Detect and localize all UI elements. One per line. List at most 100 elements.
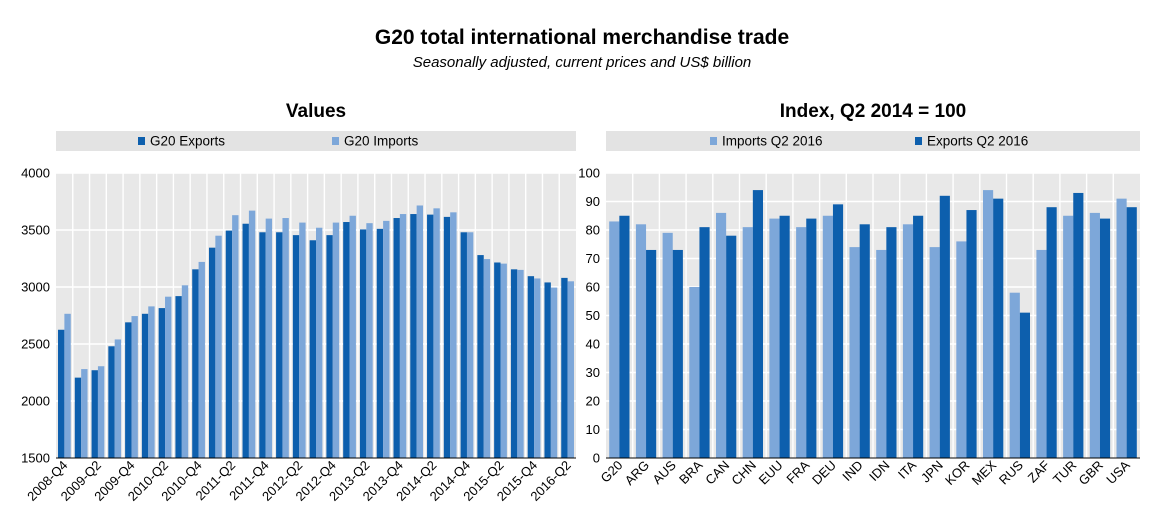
x-tick-label: BRA [676, 457, 706, 487]
bar-2012-q1-g20-exports [276, 232, 283, 458]
bar-2009-q1-g20-exports [74, 377, 82, 458]
x-tick-label: KOR [942, 458, 973, 489]
y-tick-label: 40 [586, 337, 600, 352]
legend-swatch-2 [915, 137, 922, 145]
bar-can-exports-q2-2016 [726, 235, 737, 458]
bar-jpn-exports-q2-2016 [939, 195, 950, 459]
legend-background [606, 131, 1140, 151]
x-tick-label: JPN [918, 458, 946, 486]
y-tick-label: 2000 [21, 394, 50, 409]
right-panel-title: Index, Q2 2014 = 100 [779, 101, 967, 122]
bar-2013-q3-g20-exports [376, 228, 384, 458]
bar-deu-exports-q2-2016 [832, 204, 844, 458]
bar-2011-q3-g20-exports [242, 223, 249, 458]
y-tick-label: 70 [586, 251, 600, 266]
bar-idn-imports-q2-2016 [876, 249, 887, 458]
bar-rus-imports-q2-2016 [1009, 292, 1020, 458]
bar-2011-q2-g20-exports [225, 230, 233, 458]
bar-2015-q1-g20-exports [477, 255, 484, 458]
y-tick-label: 60 [586, 280, 600, 295]
y-tick-label: 90 [586, 194, 600, 209]
x-tick-label: CHN [728, 458, 759, 489]
bar-bra-imports-q2-2016 [689, 287, 700, 458]
bar-2014-q4-g20-imports [466, 232, 474, 458]
bar-2011-q2-g20-imports [232, 215, 239, 458]
bar-zaf-exports-q2-2016 [1046, 207, 1057, 458]
bar-2010-q3-g20-exports [175, 296, 182, 458]
x-tick-label: ZAF [1025, 457, 1053, 485]
bar-2008-q4-g20-imports [64, 313, 71, 458]
y-tick-label: 100 [578, 166, 600, 181]
x-tick-label: TUR [1050, 458, 1079, 487]
bar-euu-exports-q2-2016 [779, 215, 790, 458]
bar-2014-q3-g20-imports [450, 212, 457, 458]
bar-2015-q4-g20-exports [527, 276, 535, 458]
bar-kor-imports-q2-2016 [956, 241, 967, 458]
bar-fra-exports-q2-2016 [806, 218, 817, 458]
y-tick-label: 20 [586, 394, 600, 409]
x-tick-label: USA [1103, 457, 1133, 487]
bar-arg-exports-q2-2016 [646, 249, 657, 458]
bar-2015-q2-g20-imports [500, 263, 507, 458]
x-tick-label: AUS [649, 457, 679, 487]
bar-aus-exports-q2-2016 [672, 249, 683, 458]
y-tick-label: 1500 [21, 451, 50, 466]
bar-ita-imports-q2-2016 [902, 224, 914, 458]
bar-2013-q1-g20-exports [343, 222, 350, 458]
bar-idn-exports-q2-2016 [886, 227, 897, 458]
bar-2010-q3-g20-imports [181, 285, 189, 458]
bar-2010-q4-g20-exports [192, 269, 199, 458]
bar-2011-q4-g20-imports [265, 218, 273, 458]
bar-2011-q1-g20-exports [208, 247, 216, 458]
x-tick-label: GBR [1076, 458, 1107, 489]
bar-2014-q1-g20-exports [410, 214, 417, 458]
chart-title: G20 total international merchandise trad… [374, 26, 790, 49]
legend-label-1: Imports Q2 2016 [722, 134, 823, 149]
bar-bra-exports-q2-2016 [699, 227, 710, 458]
bar-euu-imports-q2-2016 [769, 218, 780, 458]
bar-2015-q3-g20-imports [517, 269, 524, 458]
bar-gbr-exports-q2-2016 [1099, 218, 1111, 458]
bar-aus-imports-q2-2016 [662, 232, 673, 458]
bar-usa-exports-q2-2016 [1126, 207, 1137, 458]
y-tick-label: 2500 [21, 337, 50, 352]
bar-2009-q4-g20-exports [125, 322, 132, 458]
bar-usa-imports-q2-2016 [1116, 198, 1127, 458]
bar-2012-q2-g20-exports [292, 235, 300, 458]
bar-2013-q2-g20-exports [359, 229, 367, 458]
legend-swatch-1 [710, 137, 717, 145]
bar-2009-q3-g20-imports [114, 339, 122, 458]
bar-2013-q1-g20-imports [349, 215, 356, 458]
legend-background [56, 131, 576, 151]
bar-2009-q2-g20-exports [91, 370, 98, 458]
bar-2013-q4-g20-exports [393, 218, 400, 458]
bar-2014-q3-g20-exports [443, 216, 451, 458]
bar-kor-exports-q2-2016 [966, 210, 977, 458]
bar-2016-q1-g20-imports [550, 287, 558, 458]
bar-zaf-imports-q2-2016 [1036, 249, 1047, 458]
legend-swatch-1 [138, 137, 145, 145]
bar-2016-q1-g20-exports [544, 282, 551, 458]
bar-2011-q1-g20-imports [215, 235, 222, 458]
bar-2014-q4-g20-exports [460, 232, 467, 458]
bar-2014-q2-g20-imports [433, 208, 440, 458]
bar-fra-imports-q2-2016 [796, 227, 807, 458]
bar-2010-q4-g20-imports [198, 261, 205, 458]
bar-rus-exports-q2-2016 [1019, 312, 1030, 458]
bar-2012-q1-g20-imports [282, 218, 289, 458]
bar-2016-q2-g20-imports [567, 281, 574, 458]
bar-2013-q3-g20-imports [383, 220, 390, 458]
x-tick-label: G20 [597, 458, 625, 486]
bar-2008-q4-g20-exports [58, 329, 65, 458]
legend-label-2: Exports Q2 2016 [927, 134, 1028, 149]
bar-ind-imports-q2-2016 [849, 247, 860, 458]
bar-2011-q3-g20-imports [248, 210, 256, 458]
bar-2014-q1-g20-imports [416, 205, 424, 458]
y-tick-label: 80 [586, 223, 600, 238]
bar-2015-q3-g20-exports [510, 269, 518, 458]
legend-label-2: G20 Imports [344, 134, 419, 149]
bar-2009-q1-g20-imports [81, 369, 88, 458]
bar-g20-imports-q2-2016 [609, 221, 620, 458]
bar-can-imports-q2-2016 [716, 212, 727, 458]
